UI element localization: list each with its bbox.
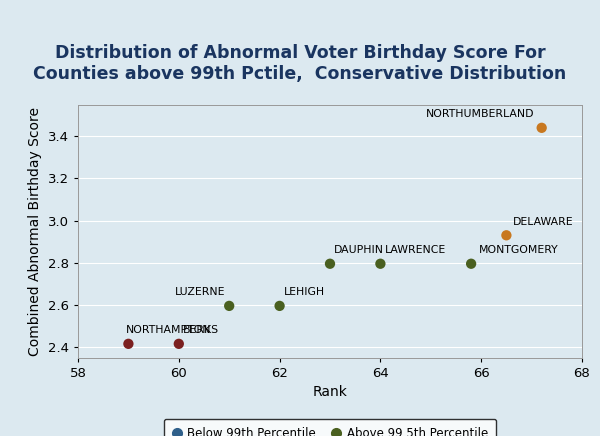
Text: LUZERNE: LUZERNE xyxy=(175,287,225,297)
Text: LAWRENCE: LAWRENCE xyxy=(385,245,446,255)
Point xyxy=(124,341,133,347)
Y-axis label: Combined Abnormal Birthday Score: Combined Abnormal Birthday Score xyxy=(28,106,42,356)
Text: Distribution of Abnormal Voter Birthday Score For
Counties above 99th Pctile,  C: Distribution of Abnormal Voter Birthday … xyxy=(34,44,566,83)
Text: DAUPHIN: DAUPHIN xyxy=(334,245,384,255)
Point xyxy=(224,303,234,310)
Point xyxy=(325,260,335,267)
Text: BERKS: BERKS xyxy=(183,325,219,335)
Text: LEHIGH: LEHIGH xyxy=(284,287,325,297)
Text: NORTHAMPTON: NORTHAMPTON xyxy=(126,325,211,335)
Point xyxy=(537,124,547,131)
Point xyxy=(376,260,385,267)
Text: NORTHUMBERLAND: NORTHUMBERLAND xyxy=(425,109,534,119)
Point xyxy=(466,260,476,267)
Text: MONTGOMERY: MONTGOMERY xyxy=(479,245,559,255)
Legend: Below 99th Percentile, Above 99th Percentile, Above 99.5th Percentile, Above 99.: Below 99th Percentile, Above 99th Percen… xyxy=(164,419,496,436)
Point xyxy=(174,341,184,347)
X-axis label: Rank: Rank xyxy=(313,385,347,399)
Point xyxy=(275,303,284,310)
Point xyxy=(502,232,511,239)
Text: DELAWARE: DELAWARE xyxy=(512,217,573,227)
